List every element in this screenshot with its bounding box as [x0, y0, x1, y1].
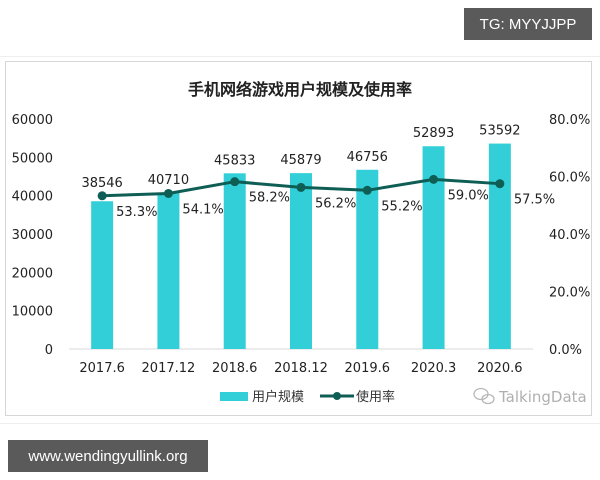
- x-axis-labels: 2017.6 2017.12 2018.6 2018.12 2019.6 2020.3 20…: [79, 361, 522, 376]
- right-axis-tick: 60.0%: [549, 171, 590, 186]
- bar-value-label: 52893: [413, 126, 454, 141]
- x-axis-label: 2020.3: [411, 361, 457, 376]
- chart-title: 手机网络游戏用户规模及使用率: [188, 80, 412, 99]
- bar: [157, 192, 180, 349]
- chart-card: 手机网络游戏用户规模及使用率 0 10000 20000 30000 40000 5000…: [5, 61, 592, 416]
- bar-value-label: 40710: [148, 173, 189, 188]
- bar-value-label: 46756: [347, 150, 388, 165]
- line-value-label: 57.5%: [514, 193, 555, 208]
- top-divider: [0, 56, 600, 57]
- line-value-label: 54.1%: [182, 202, 223, 217]
- legend-line-label: 使用率: [356, 389, 395, 405]
- x-axis-label: 2017.12: [142, 361, 196, 376]
- bar: [488, 143, 511, 349]
- bottom-divider: [0, 423, 600, 424]
- bar-value-label: 45879: [280, 153, 321, 168]
- combo-chart: 手机网络游戏用户规模及使用率 0 10000 20000 30000 40000 5000…: [12, 80, 591, 406]
- right-axis-tick: 20.0%: [549, 286, 590, 301]
- right-axis-tick: 40.0%: [549, 228, 590, 243]
- line-value-label: 58.2%: [249, 191, 290, 206]
- line-value-labels: 53.3% 54.1% 58.2% 56.2% 55.2% 59.0% 57.5%: [116, 188, 555, 219]
- bar-series-user-scale: [91, 143, 511, 349]
- tg-handle-badge: TG: MYYJJPP: [464, 8, 592, 40]
- watermark-text: TalkingData: [498, 388, 587, 406]
- bar: [290, 173, 312, 349]
- line-marker: [495, 179, 505, 189]
- bar: [422, 146, 445, 349]
- legend-bar-swatch: [220, 392, 248, 401]
- left-axis-tick: 10000: [12, 305, 53, 320]
- line-value-label: 56.2%: [315, 196, 356, 211]
- bar: [223, 173, 246, 349]
- right-axis: 0.0% 20.0% 40.0% 60.0% 80.0%: [549, 113, 590, 358]
- x-axis-label: 2017.6: [79, 361, 125, 376]
- bar-value-labels: 38546 40710 45833 45879 46756 52893 53592: [81, 124, 520, 191]
- bar: [356, 169, 379, 349]
- x-axis-label: 2018.6: [212, 361, 258, 376]
- left-axis-tick: 60000: [12, 113, 53, 128]
- bar-value-label: 38546: [81, 176, 122, 191]
- left-axis-tick: 20000: [12, 266, 53, 281]
- left-axis: 0 10000 20000 30000 40000 50000 60000: [12, 113, 53, 358]
- talkingdata-watermark: TalkingData: [473, 387, 587, 406]
- right-axis-tick: 80.0%: [549, 113, 590, 128]
- line-marker: [230, 177, 240, 187]
- right-axis-tick: 0.0%: [549, 343, 582, 358]
- left-axis-tick: 50000: [12, 151, 53, 166]
- line-marker: [362, 185, 372, 195]
- line-series-usage-rate: [97, 174, 505, 201]
- bar-value-label: 53592: [479, 124, 520, 139]
- left-axis-tick: 30000: [12, 228, 53, 243]
- x-axis-label: 2020.6: [477, 361, 523, 376]
- line-value-label: 55.2%: [381, 199, 422, 214]
- line-value-label: 59.0%: [448, 188, 489, 203]
- line-marker: [163, 188, 173, 198]
- legend-bar-label: 用户规模: [252, 389, 304, 405]
- left-axis-tick: 40000: [12, 190, 53, 205]
- line-marker: [296, 182, 306, 192]
- line-marker: [97, 191, 107, 201]
- url-badge: www.wendingyullink.org: [8, 440, 208, 472]
- x-axis-label: 2018.12: [274, 361, 328, 376]
- bar-value-label: 45833: [214, 153, 255, 168]
- legend-line-marker: [333, 392, 341, 400]
- legend: 用户规模 使用率: [220, 389, 395, 405]
- bar: [91, 201, 114, 349]
- line-value-label: 53.3%: [116, 205, 157, 220]
- x-axis-label: 2019.6: [345, 361, 391, 376]
- wechat-icon: [473, 387, 495, 405]
- left-axis-tick: 0: [45, 343, 53, 358]
- line-marker: [429, 174, 439, 184]
